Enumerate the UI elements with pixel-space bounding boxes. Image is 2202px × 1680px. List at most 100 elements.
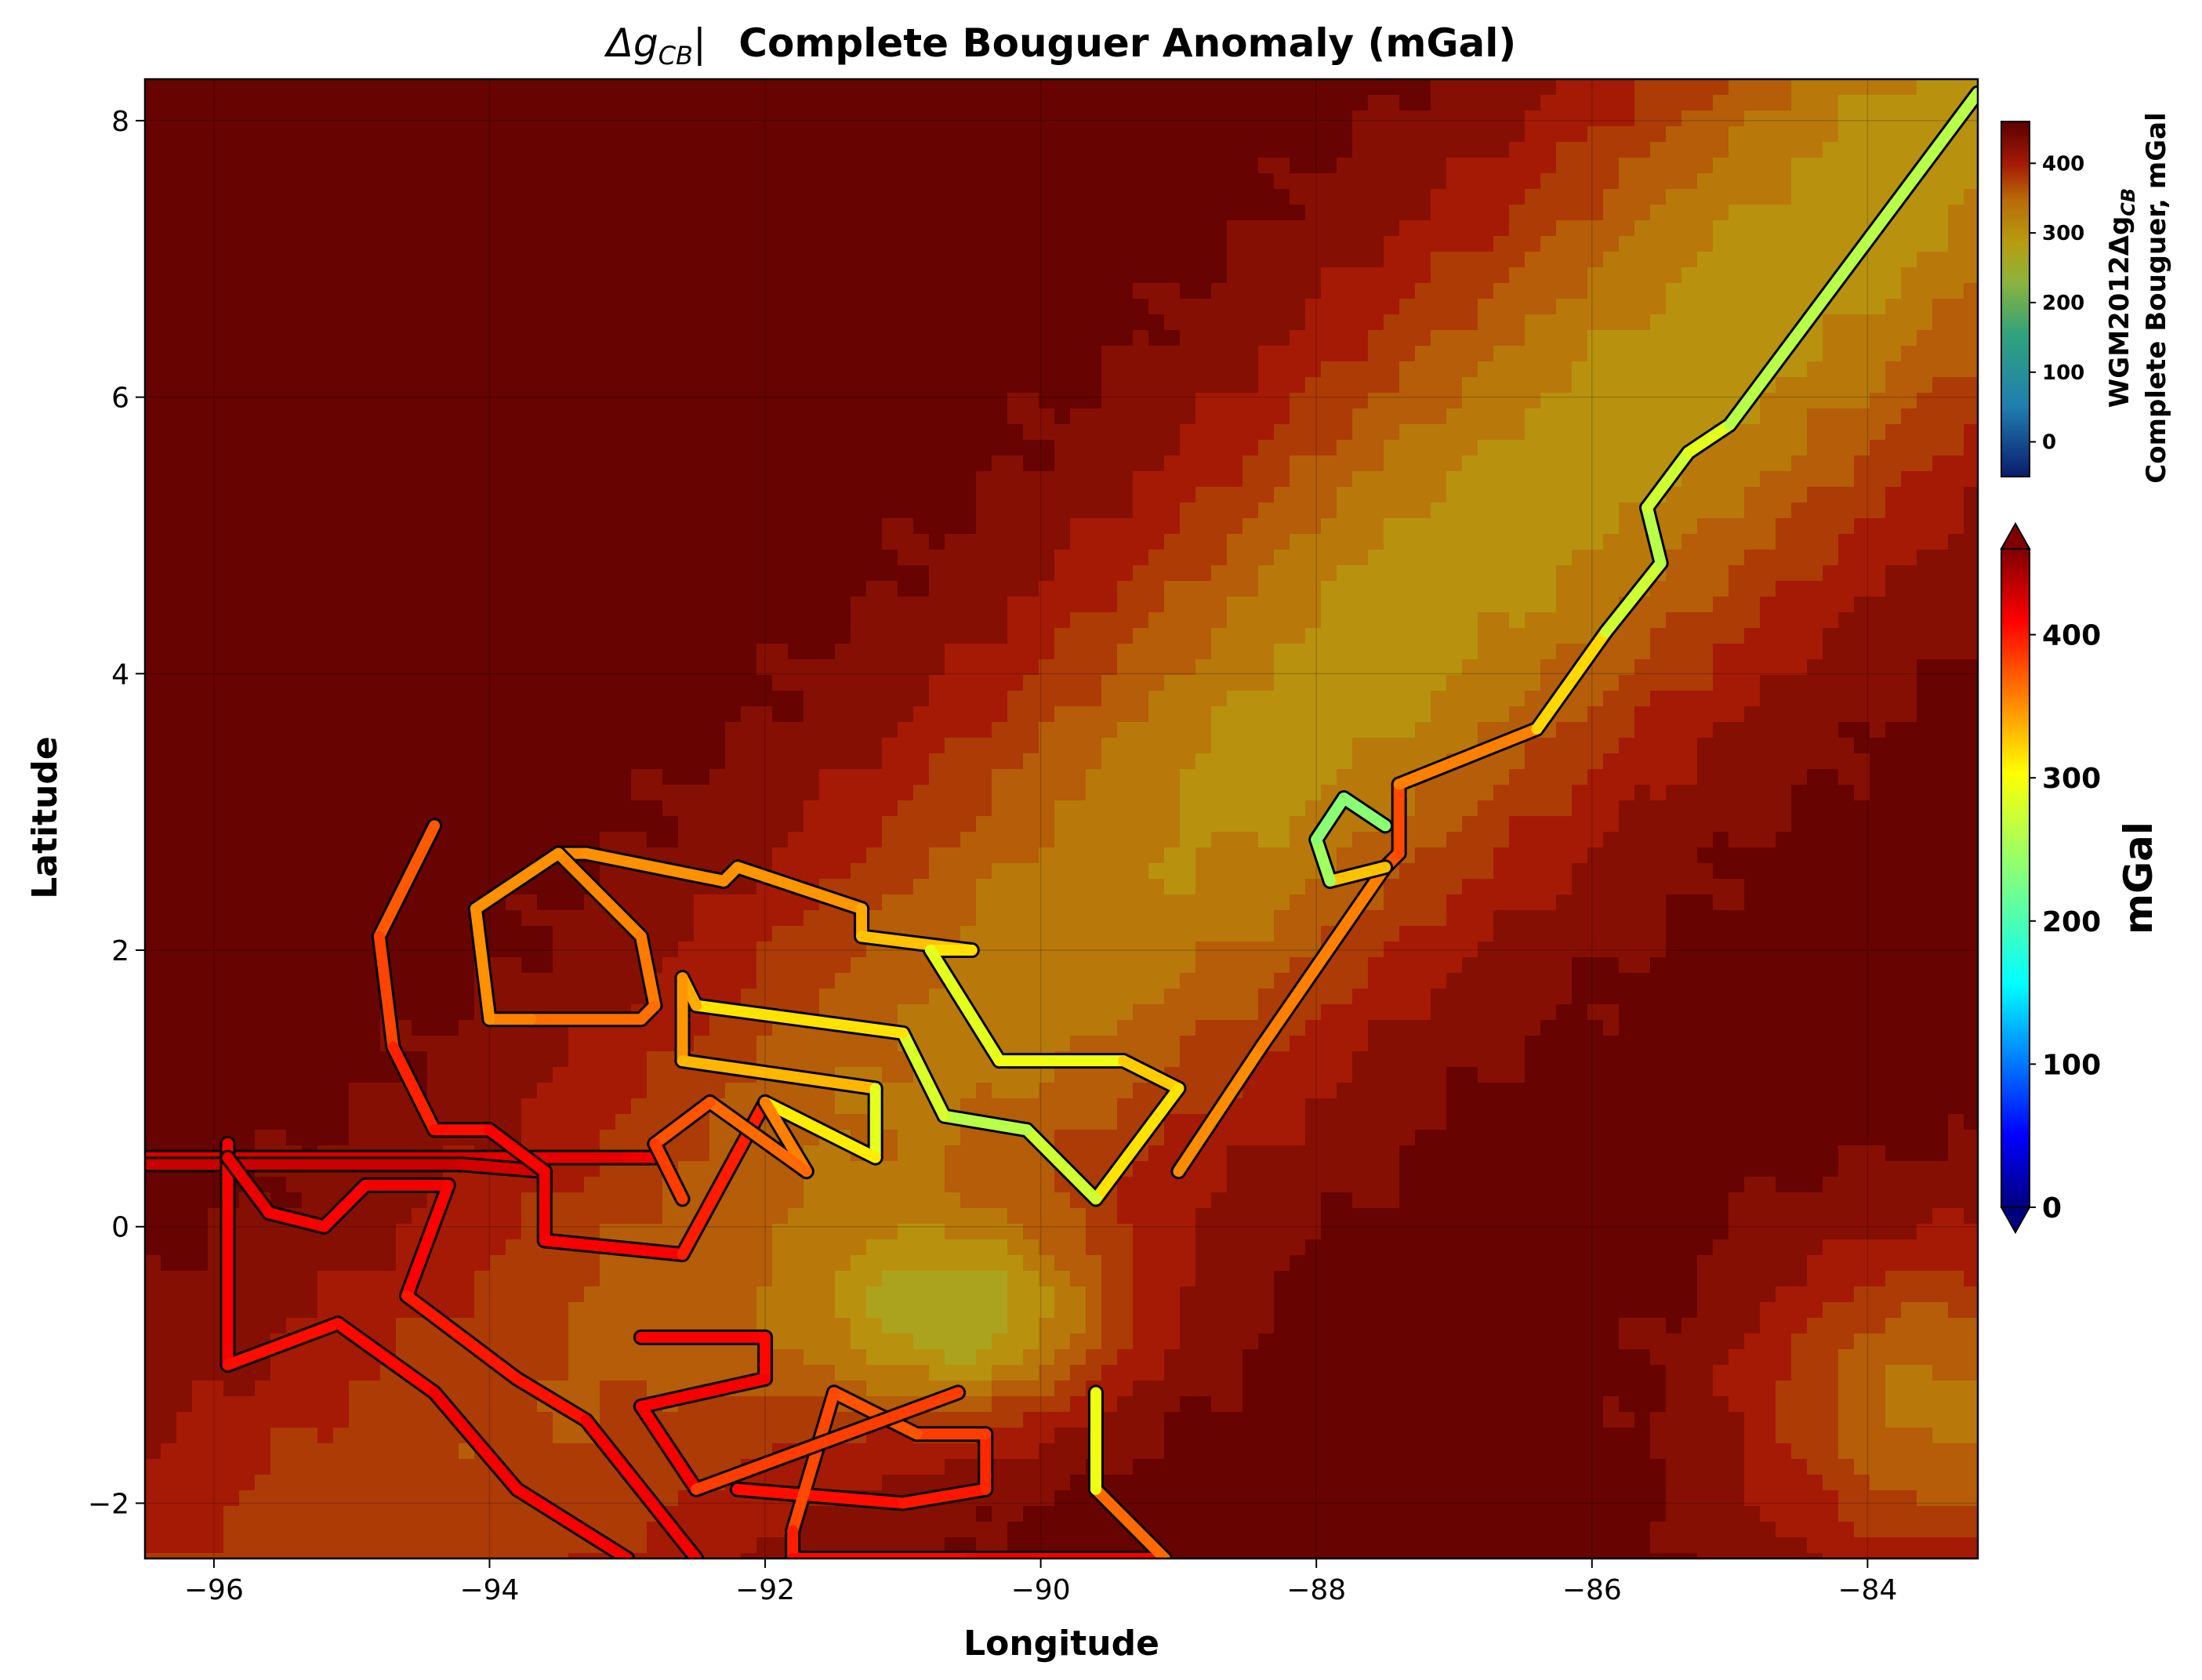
field-cell [772, 283, 789, 299]
field-cell [898, 534, 914, 550]
field-cell [537, 408, 553, 425]
field-cell [239, 1130, 256, 1146]
field-cell [443, 628, 459, 644]
field-cell [772, 1302, 789, 1319]
field-cell [788, 706, 804, 723]
field-cell [913, 550, 930, 566]
field-cell [851, 1114, 867, 1130]
field-cell [145, 1443, 161, 1460]
field-cell [615, 1286, 632, 1303]
field-cell [521, 706, 538, 723]
field-cell [788, 644, 804, 660]
field-cell [459, 1396, 475, 1413]
field-cell [286, 346, 303, 362]
field-cell [427, 314, 444, 331]
field-cell [412, 471, 428, 488]
field-cell [788, 330, 804, 347]
field-cell [945, 518, 961, 535]
field-cell [223, 785, 240, 801]
field-cell [192, 1349, 209, 1366]
field-cell [349, 1537, 365, 1554]
field-cell [678, 314, 695, 331]
field-cell [537, 361, 553, 378]
field-cell [427, 361, 444, 378]
field-cell [537, 393, 553, 409]
field-cell [647, 220, 663, 237]
field-cell [694, 1412, 710, 1428]
field-cell [882, 95, 898, 111]
field-cell [647, 1036, 663, 1052]
field-cell [490, 1239, 506, 1256]
field-cell [553, 1114, 569, 1130]
field-cell [506, 314, 522, 331]
field-cell [239, 126, 256, 143]
field-cell [819, 330, 836, 347]
field-cell [772, 550, 789, 566]
field-cell [333, 1271, 350, 1287]
field-cell [678, 785, 695, 801]
field-cell [223, 1067, 240, 1083]
field-cell [898, 205, 914, 221]
field-cell [302, 267, 318, 284]
field-cell [255, 1553, 271, 1558]
field-cell [553, 816, 569, 833]
field-cell [192, 534, 209, 550]
field-cell [286, 1412, 303, 1428]
field-cell [286, 408, 303, 425]
field-cell [866, 785, 883, 801]
field-cell [459, 534, 475, 550]
field-cell [647, 518, 663, 535]
field-cell [286, 236, 303, 252]
field-cell [866, 973, 883, 989]
field-cell [208, 220, 224, 237]
field-cell [945, 706, 961, 723]
field-cell [537, 1522, 553, 1538]
field-cell [427, 1271, 444, 1287]
field-cell [709, 1506, 726, 1522]
field-cell [239, 455, 256, 472]
field-cell [349, 424, 365, 441]
field-cell [208, 518, 224, 535]
field-cell [709, 706, 726, 723]
field-cell [819, 1161, 836, 1177]
field-cell [286, 1396, 303, 1413]
field-cell [270, 173, 287, 190]
field-cell [223, 957, 240, 974]
field-cell [662, 565, 679, 582]
field-cell [208, 361, 224, 378]
field-cell [161, 1114, 177, 1130]
field-cell [208, 1396, 224, 1413]
field-cell [176, 424, 193, 441]
field-cell [192, 957, 209, 974]
field-cell [333, 910, 350, 927]
field-cell [913, 1286, 930, 1303]
field-cell [176, 738, 193, 754]
field-cell [631, 989, 648, 1005]
field-cell [929, 267, 945, 284]
field-cell [145, 361, 161, 378]
field-cell [427, 1412, 444, 1428]
field-cell [631, 346, 648, 362]
field-cell [474, 800, 491, 817]
field-cell [631, 550, 648, 566]
field-cell [913, 111, 930, 127]
field-cell [756, 1553, 773, 1558]
field-cell [427, 393, 444, 409]
field-cell [412, 1349, 428, 1366]
field-cell [898, 957, 914, 974]
field-cell [412, 126, 428, 143]
field-cell [819, 1302, 836, 1319]
field-cell [192, 1255, 209, 1272]
field-cell [662, 691, 679, 707]
field-cell [741, 220, 757, 237]
field-cell [145, 597, 161, 613]
field-cell [615, 111, 632, 127]
field-cell [537, 314, 553, 331]
field-cell [474, 1036, 491, 1052]
field-cell [804, 440, 820, 456]
field-cell [270, 910, 287, 927]
field-cell [161, 283, 177, 299]
field-cell [443, 267, 459, 284]
field-cell [223, 518, 240, 535]
field-cell [898, 1067, 914, 1083]
